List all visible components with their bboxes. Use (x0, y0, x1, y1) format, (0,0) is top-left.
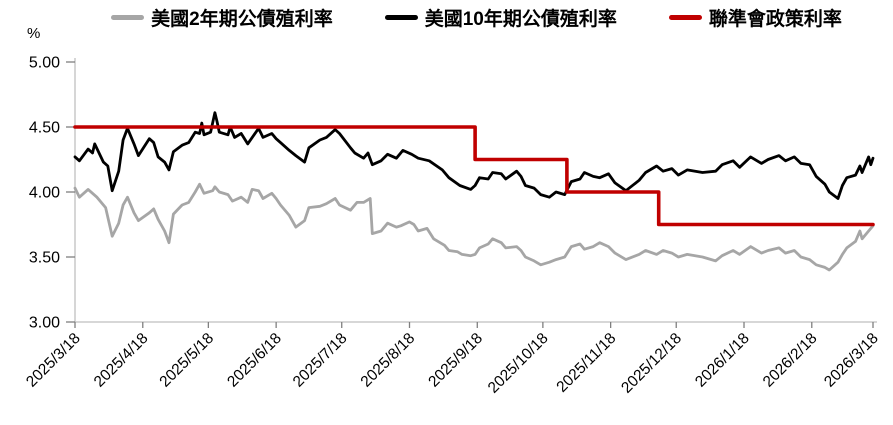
x-tick-label: 2025/8/18 (358, 330, 419, 391)
us-10y-yield-line (73, 111, 875, 200)
x-tick-label: 2025/5/18 (156, 330, 217, 391)
x-tick-label: 2025/11/18 (553, 330, 619, 396)
legend-item-us-10y-yield: 美國10年期公債殖利率 (384, 4, 617, 31)
y-axis-unit-label: % (27, 25, 41, 42)
x-tick-label: 2025/12/18 (618, 330, 685, 397)
y-tick-label: 3.00 (29, 315, 60, 332)
x-tick-label: 2025/6/18 (224, 330, 285, 391)
x-tick-label: 2025/7/18 (290, 330, 351, 391)
us-2y-yield-line (73, 182, 875, 272)
x-tick-label: 2025/10/18 (485, 330, 552, 397)
y-tick-label: 5.00 (29, 55, 60, 72)
legend-label-us-2y-yield: 美國2年期公債殖利率 (151, 9, 333, 30)
y-tick-label: 4.50 (29, 120, 60, 137)
x-tick-label: 2025/9/18 (425, 330, 486, 391)
x-tick-label: 2026/2/18 (760, 330, 821, 391)
us-2y-line-swatch-icon (111, 15, 145, 20)
chart-legend: 美國2年期公債殖利率 美國10年期公債殖利率 聯準會政策利率 (0, 4, 893, 31)
x-tick-label: 2026/1/18 (692, 330, 753, 391)
y-tick-label: 4.00 (29, 185, 60, 202)
fed-policy-line-swatch-icon (668, 15, 702, 20)
legend-label-us-10y-yield: 美國10年期公債殖利率 (424, 9, 617, 30)
us-10y-line-swatch-icon (384, 15, 418, 20)
fed-policy-rate-line (73, 125, 875, 227)
legend-label-fed-policy-rate: 聯準會政策利率 (708, 9, 842, 30)
legend-item-us-2y-yield: 美國2年期公債殖利率 (111, 4, 333, 31)
x-tick-label: 2025/3/18 (23, 330, 84, 391)
x-tick-label: 2026/3/18 (821, 330, 882, 391)
x-tick-label: 2025/4/18 (91, 330, 152, 391)
y-tick-label: 3.50 (29, 250, 60, 267)
legend-item-fed-policy-rate: 聯準會政策利率 (668, 4, 842, 31)
